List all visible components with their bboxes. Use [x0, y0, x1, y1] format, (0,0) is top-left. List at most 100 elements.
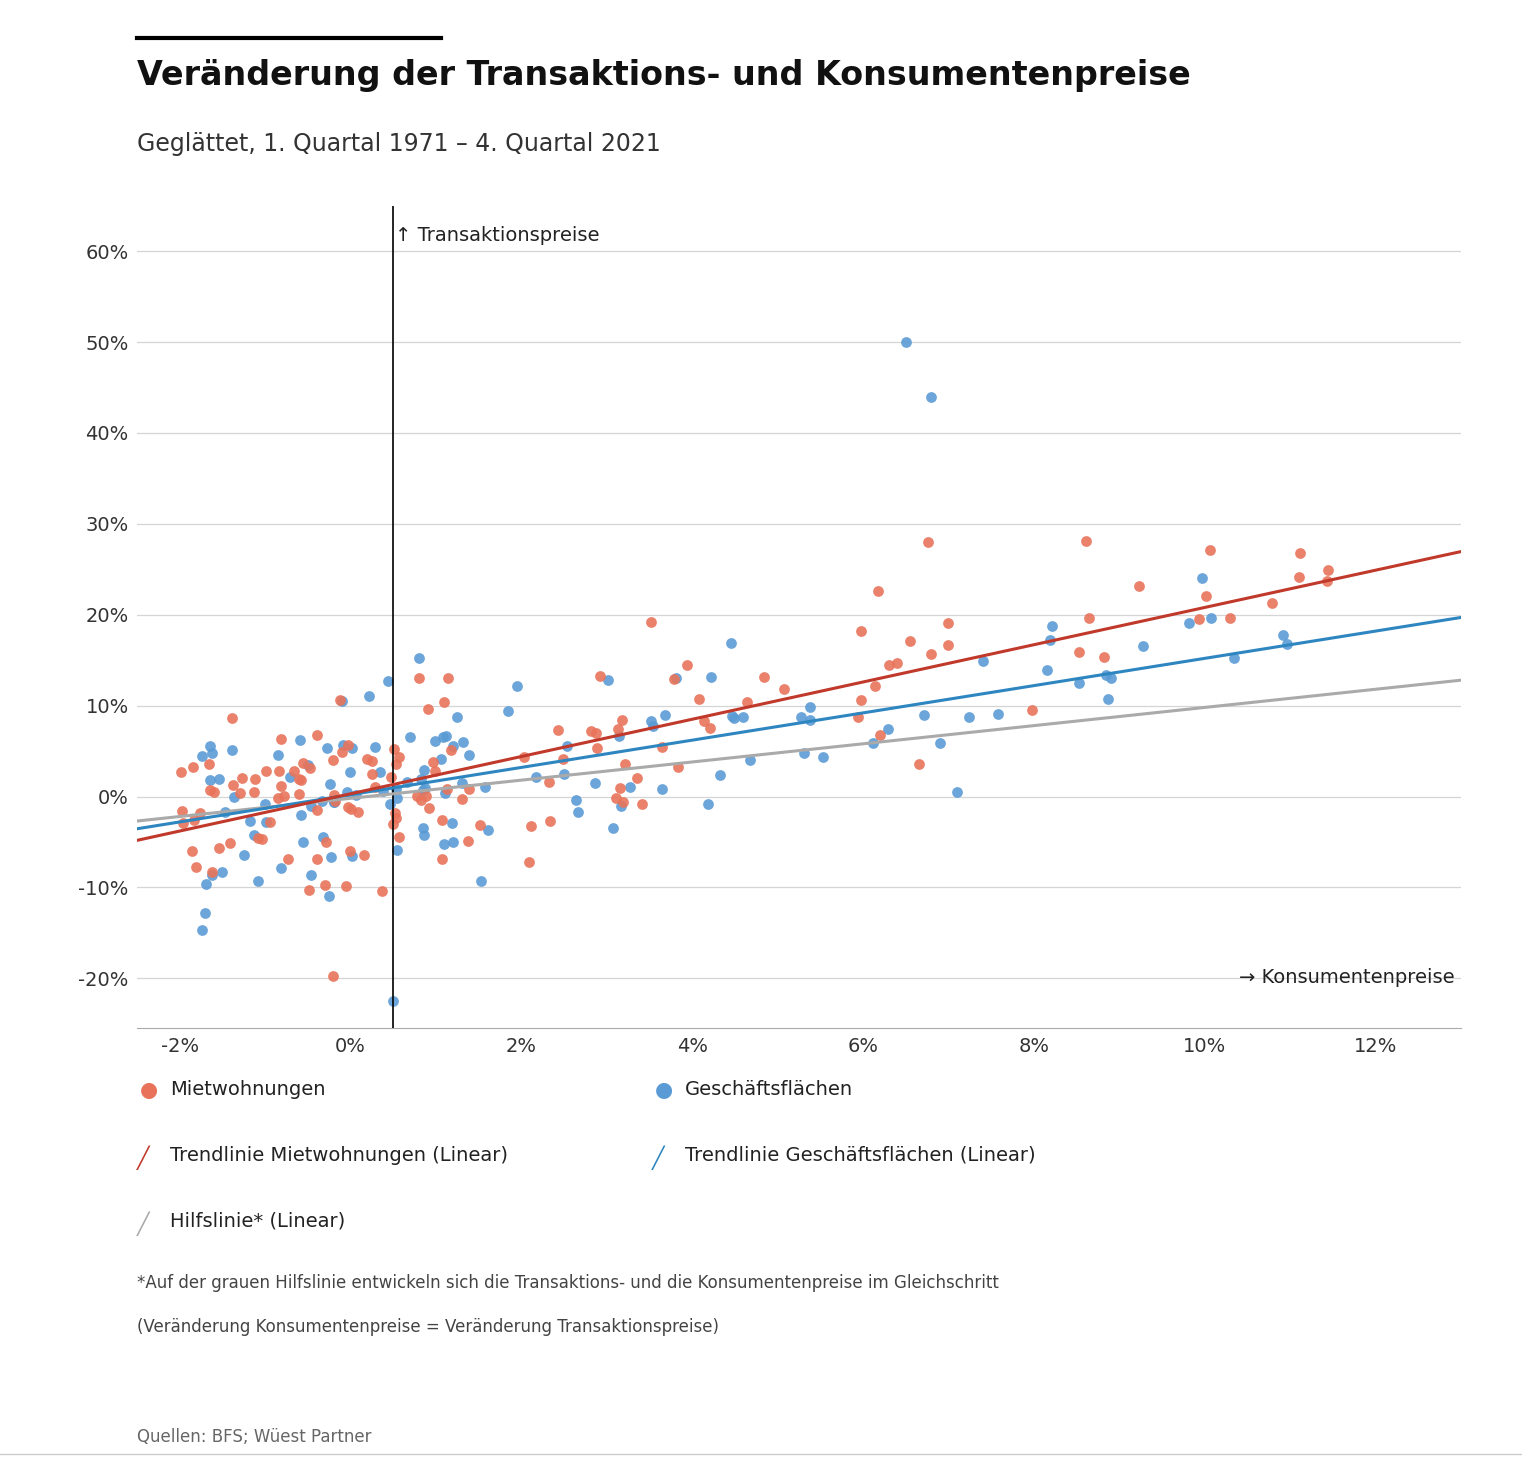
Point — [181, 755, 205, 779]
Point — [414, 784, 438, 808]
Point — [1222, 646, 1247, 670]
Point — [919, 385, 944, 408]
Point — [227, 782, 251, 805]
Point — [912, 704, 936, 727]
Point — [380, 989, 405, 1012]
Point — [298, 864, 323, 887]
Point — [546, 718, 571, 742]
Point — [772, 677, 796, 701]
Point — [330, 733, 355, 757]
Point — [451, 730, 475, 754]
Point — [370, 780, 394, 804]
Point — [609, 708, 633, 732]
Point — [473, 776, 498, 799]
Point — [432, 690, 457, 714]
Text: ╱: ╱ — [651, 1146, 664, 1171]
Point — [409, 767, 434, 790]
Point — [295, 754, 320, 777]
Point — [190, 745, 215, 768]
Point — [291, 831, 315, 855]
Point — [198, 768, 222, 792]
Point — [362, 774, 387, 798]
Point — [791, 742, 816, 765]
Point — [330, 689, 355, 712]
Point — [309, 789, 333, 812]
Point — [282, 759, 306, 783]
Point — [1186, 607, 1210, 630]
Point — [986, 702, 1011, 726]
Point — [496, 699, 521, 723]
Point — [1288, 541, 1312, 564]
Point — [434, 777, 458, 801]
Text: Quellen: BFS; Wüest Partner: Quellen: BFS; Wüest Partner — [137, 1428, 371, 1445]
Point — [218, 831, 242, 855]
Point — [1099, 667, 1123, 690]
Point — [957, 705, 982, 729]
Point — [720, 704, 744, 727]
Point — [169, 799, 193, 823]
Point — [708, 764, 732, 787]
Point — [193, 900, 218, 924]
Point — [457, 743, 481, 767]
Point — [379, 765, 403, 789]
Point — [221, 774, 245, 798]
Point — [286, 767, 310, 790]
Point — [1020, 699, 1044, 723]
Point — [1198, 539, 1222, 563]
Point — [788, 705, 813, 729]
Point — [172, 811, 196, 834]
Point — [565, 789, 589, 812]
Point — [330, 740, 355, 764]
Point — [1260, 591, 1285, 614]
Point — [411, 777, 435, 801]
Point — [971, 649, 995, 673]
Point — [213, 801, 237, 824]
Point — [245, 826, 269, 849]
Point — [193, 873, 218, 896]
Point — [183, 808, 207, 831]
Point — [1315, 569, 1339, 592]
Point — [440, 811, 464, 834]
Point — [674, 654, 699, 677]
Point — [417, 796, 441, 820]
Point — [1274, 633, 1298, 657]
Point — [630, 792, 654, 815]
Point — [380, 812, 405, 836]
Point — [798, 708, 822, 732]
Point — [1076, 605, 1100, 629]
Point — [288, 804, 312, 827]
Text: (Veränderung Konsumentenpreise = Veränderung Transaktionspreise): (Veränderung Konsumentenpreise = Verände… — [137, 1318, 718, 1335]
Point — [849, 620, 874, 643]
Point — [444, 705, 469, 729]
Point — [358, 685, 382, 708]
Point — [604, 786, 629, 809]
Point — [536, 770, 560, 793]
Point — [457, 829, 481, 852]
Point — [440, 830, 464, 853]
Point — [641, 714, 665, 737]
Point — [1198, 607, 1222, 630]
Point — [432, 782, 457, 805]
Point — [242, 823, 266, 846]
Point — [606, 724, 630, 748]
Point — [584, 736, 609, 759]
Point — [323, 783, 347, 806]
Point — [936, 611, 960, 635]
Point — [438, 739, 463, 762]
Point — [190, 918, 215, 942]
Point — [662, 667, 686, 690]
Point — [566, 801, 591, 824]
Point — [848, 689, 872, 712]
Point — [339, 845, 364, 868]
Point — [237, 809, 262, 833]
Point — [405, 784, 429, 808]
Point — [406, 646, 431, 670]
Point — [272, 784, 297, 808]
Point — [184, 855, 209, 878]
Point — [457, 777, 481, 801]
Point — [230, 765, 254, 789]
Point — [893, 331, 918, 354]
Point — [189, 801, 213, 824]
Point — [1177, 611, 1201, 635]
Point — [336, 733, 361, 757]
